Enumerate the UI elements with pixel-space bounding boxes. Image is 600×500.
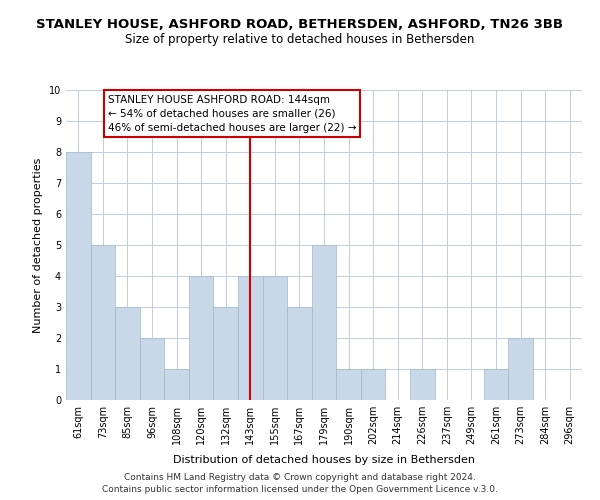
Text: STANLEY HOUSE ASHFORD ROAD: 144sqm
← 54% of detached houses are smaller (26)
46%: STANLEY HOUSE ASHFORD ROAD: 144sqm ← 54%… bbox=[108, 94, 356, 132]
Bar bbox=[508, 338, 533, 400]
Bar bbox=[484, 369, 508, 400]
Text: STANLEY HOUSE, ASHFORD ROAD, BETHERSDEN, ASHFORD, TN26 3BB: STANLEY HOUSE, ASHFORD ROAD, BETHERSDEN,… bbox=[37, 18, 563, 30]
Bar bbox=[66, 152, 91, 400]
Bar bbox=[312, 245, 336, 400]
Bar bbox=[189, 276, 214, 400]
Bar bbox=[361, 369, 385, 400]
Bar bbox=[140, 338, 164, 400]
Bar bbox=[164, 369, 189, 400]
Bar bbox=[410, 369, 434, 400]
Bar bbox=[91, 245, 115, 400]
Bar bbox=[287, 307, 312, 400]
Text: Contains public sector information licensed under the Open Government Licence v.: Contains public sector information licen… bbox=[102, 484, 498, 494]
Bar bbox=[263, 276, 287, 400]
Bar bbox=[115, 307, 140, 400]
Text: Size of property relative to detached houses in Bethersden: Size of property relative to detached ho… bbox=[125, 32, 475, 46]
Bar bbox=[336, 369, 361, 400]
X-axis label: Distribution of detached houses by size in Bethersden: Distribution of detached houses by size … bbox=[173, 456, 475, 466]
Bar bbox=[238, 276, 263, 400]
Y-axis label: Number of detached properties: Number of detached properties bbox=[34, 158, 43, 332]
Bar bbox=[214, 307, 238, 400]
Text: Contains HM Land Registry data © Crown copyright and database right 2024.: Contains HM Land Registry data © Crown c… bbox=[124, 473, 476, 482]
